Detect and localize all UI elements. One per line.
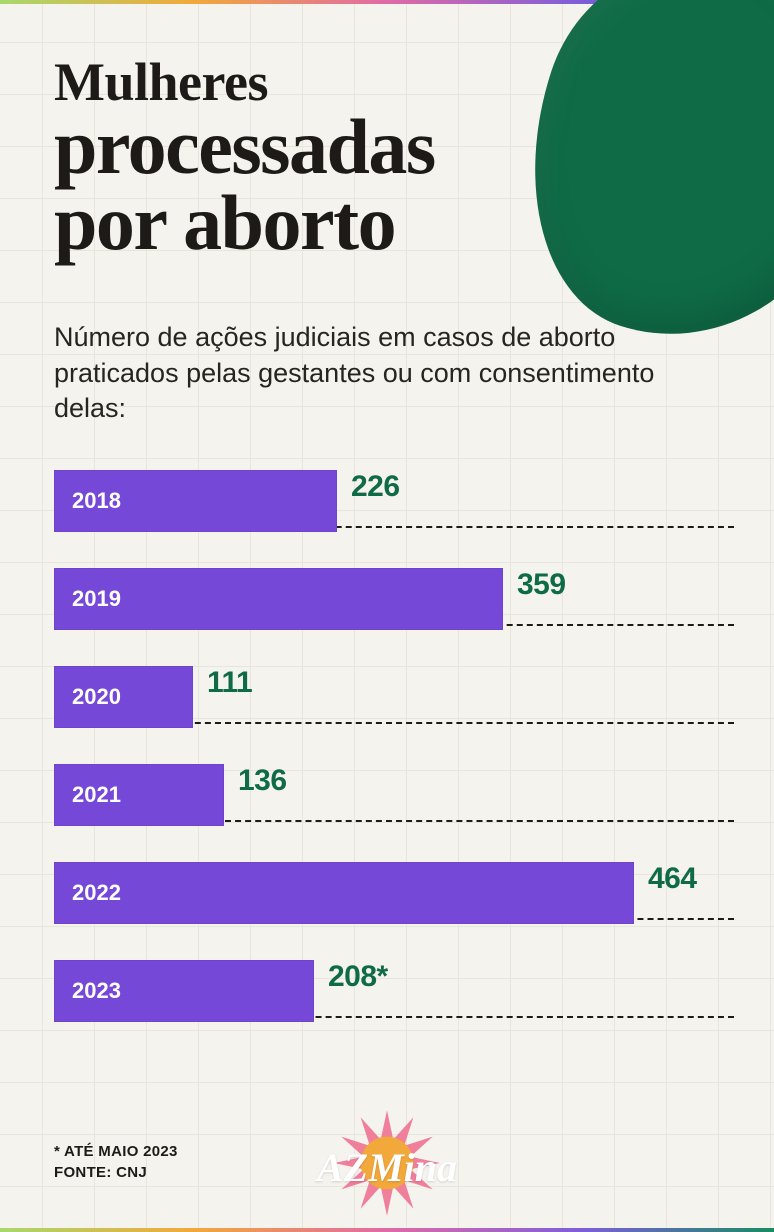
bar-2023: 2023 xyxy=(54,960,314,1022)
subtitle: Número de ações judiciais em casos de ab… xyxy=(54,320,704,427)
title-block: Mulheres processadas por aborto xyxy=(54,54,514,262)
bar-year-label: 2022 xyxy=(72,880,121,906)
bar-2022: 2022 xyxy=(54,862,634,924)
bar-value-label: 226 xyxy=(351,470,400,504)
bar-value-label: 136 xyxy=(238,764,287,798)
bar-chart: 2018226201935920201112021136202246420232… xyxy=(54,470,734,1022)
title-line-2: processadas por aborto xyxy=(54,109,514,262)
infographic-canvas: Mulheres processadas por aborto Número d… xyxy=(0,0,774,1232)
footnote-source: FONTE: CNJ xyxy=(54,1162,178,1184)
bar-row-2023: 2023 208* xyxy=(54,960,734,1022)
bar-value-label: 111 xyxy=(207,666,252,700)
bar-2020: 2020 xyxy=(54,666,193,728)
bar-2018: 2018 xyxy=(54,470,337,532)
bar-year-label: 2019 xyxy=(72,586,121,612)
bar-year-label: 2021 xyxy=(72,782,121,808)
bar-row-2021: 2021 136 xyxy=(54,764,734,826)
bottom-gradient-edge xyxy=(0,1228,774,1232)
footnote-asterisk: * ATÉ MAIO 2023 xyxy=(54,1141,178,1163)
bar-value-label: 464 xyxy=(648,862,697,896)
bar-row-2020: 2020 111 xyxy=(54,666,734,728)
brand-logo: AZMina xyxy=(312,1100,462,1210)
bar-row-2022: 2022 464 xyxy=(54,862,734,924)
logo-text: AZMina xyxy=(312,1144,462,1191)
bar-year-label: 2018 xyxy=(72,488,121,514)
bar-year-label: 2020 xyxy=(72,684,121,710)
bar-value-label: 359 xyxy=(517,568,566,602)
footnotes: * ATÉ MAIO 2023 FONTE: CNJ xyxy=(54,1141,178,1185)
bar-2019: 2019 xyxy=(54,568,503,630)
bar-row-2018: 2018 226 xyxy=(54,470,734,532)
bar-value-label: 208* xyxy=(328,960,388,994)
bar-row-2019: 2019 359 xyxy=(54,568,734,630)
bar-year-label: 2023 xyxy=(72,978,121,1004)
bar-2021: 2021 xyxy=(54,764,224,826)
